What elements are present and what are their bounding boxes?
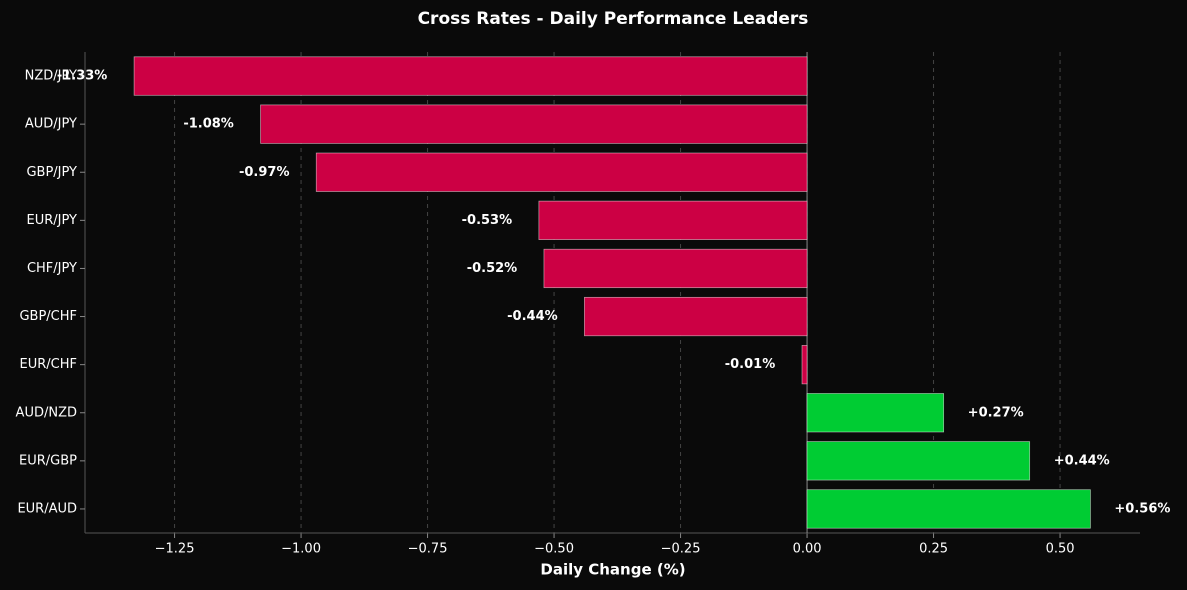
bar [801, 345, 808, 385]
value-label: -0.52% [467, 261, 518, 276]
value-label: +0.27% [968, 405, 1024, 420]
y-tick-label: CHF/JPY [27, 261, 77, 276]
bar [806, 489, 1091, 529]
value-label: +0.44% [1054, 453, 1110, 468]
y-tick-label: NZD/JPY [25, 69, 77, 84]
bar [584, 296, 808, 337]
bar [315, 152, 808, 192]
x-tick-label: −1.00 [281, 542, 321, 557]
bar [538, 200, 808, 240]
x-axis-label: Daily Change (%) [540, 561, 685, 579]
value-label: -1.33% [57, 69, 108, 84]
value-label: -1.08% [183, 117, 234, 132]
x-tick-label: −0.50 [534, 542, 574, 557]
y-tick-label: EUR/CHF [20, 357, 77, 372]
bar [543, 248, 808, 289]
bar [806, 441, 1031, 481]
x-tick-label: 0.25 [919, 542, 948, 557]
value-label: -0.97% [239, 165, 290, 180]
y-tick-label: EUR/GBP [19, 453, 77, 468]
x-tick-label: −1.25 [155, 542, 195, 557]
value-label: +0.56% [1114, 501, 1170, 516]
x-tick-label: −0.25 [661, 542, 701, 557]
y-tick-label: GBP/CHF [19, 309, 77, 324]
y-tick-label: EUR/AUD [17, 501, 77, 516]
chart-title: Cross Rates - Daily Performance Leaders [418, 9, 809, 29]
bar [133, 56, 808, 96]
bar [260, 104, 808, 144]
y-tick-label: AUD/JPY [25, 117, 77, 132]
x-tick-label: −0.75 [408, 542, 448, 557]
y-tick-label: EUR/JPY [27, 213, 78, 228]
y-tick-label: AUD/NZD [16, 405, 77, 420]
bar [806, 393, 945, 433]
x-tick-label: 0.50 [1046, 542, 1075, 557]
y-tick-label: GBP/JPY [26, 165, 77, 180]
value-label: -0.44% [507, 309, 558, 324]
value-label: -0.01% [725, 357, 776, 372]
value-label: -0.53% [462, 213, 513, 228]
x-tick-label: 0.00 [793, 542, 822, 557]
